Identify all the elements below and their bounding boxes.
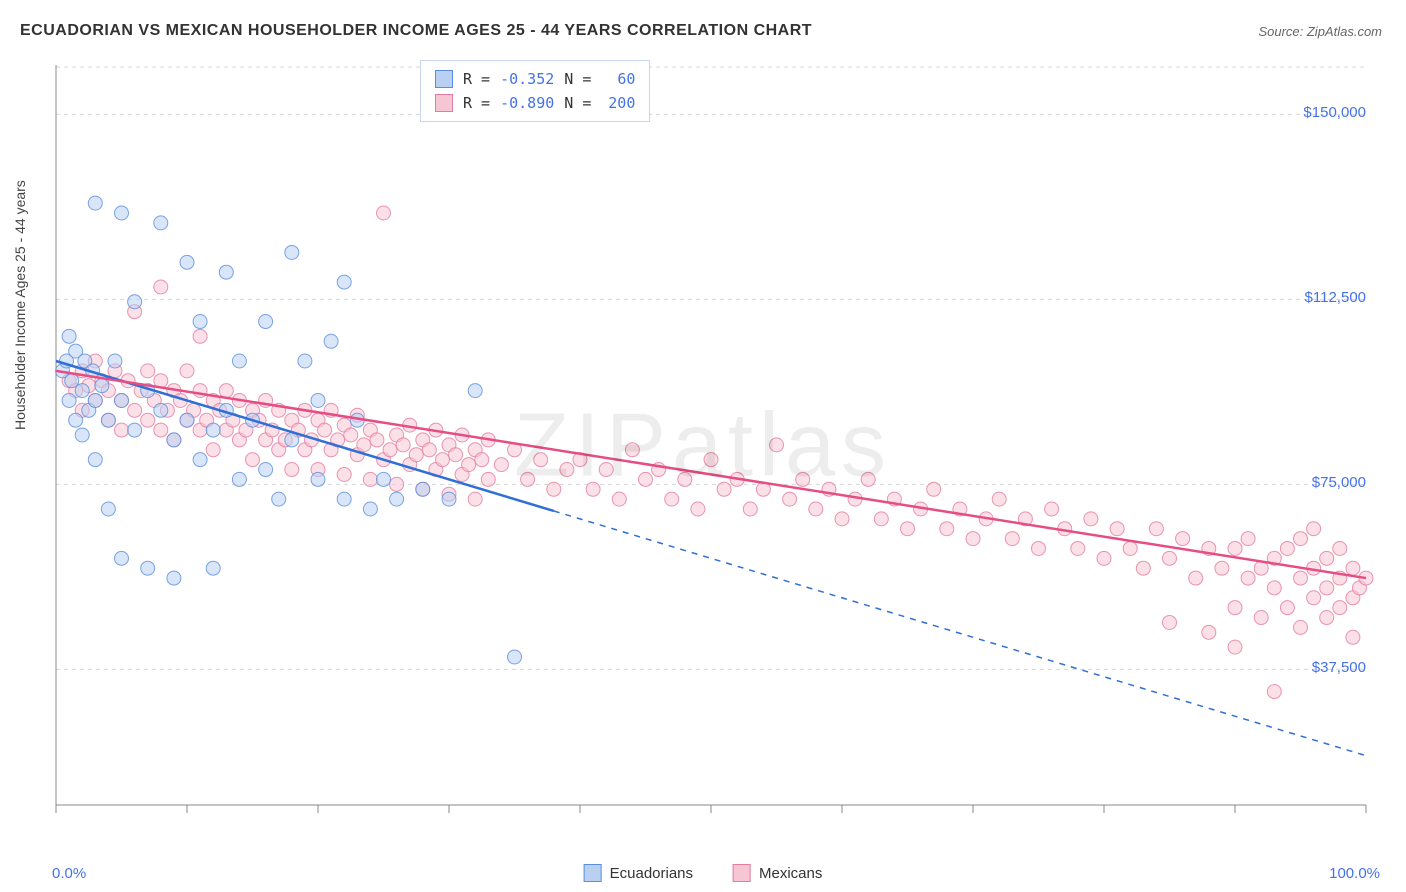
y-tick-label: $112,500	[1286, 289, 1366, 306]
n-value-ecuadorians: 60	[601, 67, 635, 91]
n-value-mexicans: 200	[601, 91, 635, 115]
r-label: R =	[463, 67, 490, 91]
r-label: R =	[463, 91, 490, 115]
r-value-mexicans: -0.890	[500, 91, 554, 115]
n-label: N =	[564, 67, 591, 91]
bottom-legend-label: Mexicans	[759, 865, 822, 882]
chart-plot-area	[50, 55, 1380, 825]
source-attribution: Source: ZipAtlas.com	[1258, 24, 1382, 39]
bottom-legend: Ecuadorians Mexicans	[584, 864, 823, 882]
x-axis-min-label: 0.0%	[52, 865, 86, 882]
n-label: N =	[564, 91, 591, 115]
legend-stats-box: R = -0.352 N = 60 R = -0.890 N = 200	[420, 60, 650, 122]
y-tick-label: $37,500	[1286, 659, 1366, 676]
scatter-svg	[50, 55, 1380, 825]
r-value-ecuadorians: -0.352	[500, 67, 554, 91]
y-tick-label: $150,000	[1286, 104, 1366, 121]
y-axis-label: Householder Income Ages 25 - 44 years	[12, 180, 28, 430]
x-axis-max-label: 100.0%	[1329, 865, 1380, 882]
legend-stats-row-0: R = -0.352 N = 60	[435, 67, 635, 91]
legend-swatch-mexicans	[435, 94, 453, 112]
bottom-legend-label: Ecuadorians	[610, 865, 693, 882]
legend-stats-row-1: R = -0.890 N = 200	[435, 91, 635, 115]
legend-swatch-ecuadorians	[584, 864, 602, 882]
bottom-legend-item-ecuadorians: Ecuadorians	[584, 864, 693, 882]
chart-title: ECUADORIAN VS MEXICAN HOUSEHOLDER INCOME…	[20, 22, 812, 40]
y-tick-label: $75,000	[1286, 474, 1366, 491]
bottom-legend-item-mexicans: Mexicans	[733, 864, 822, 882]
legend-swatch-mexicans	[733, 864, 751, 882]
legend-swatch-ecuadorians	[435, 70, 453, 88]
